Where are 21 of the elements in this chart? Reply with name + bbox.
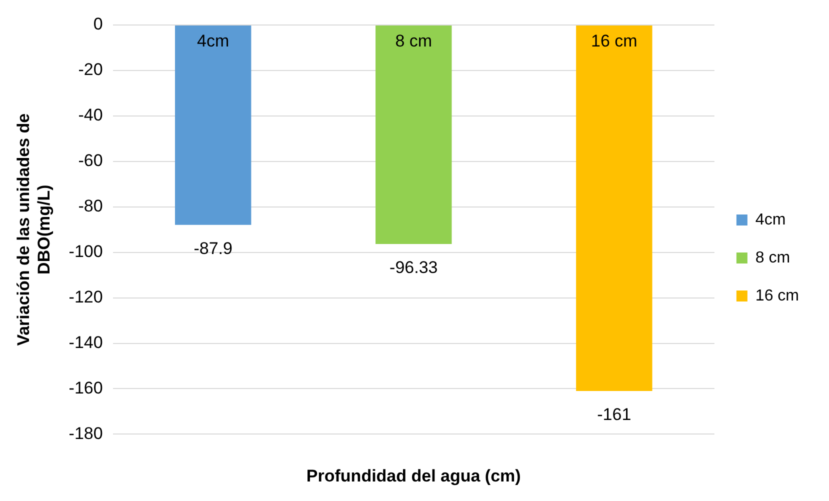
legend-label: 8 cm — [755, 249, 790, 266]
y-tick-label: -140 — [68, 332, 103, 352]
legend-label: 16 cm — [755, 287, 800, 304]
data-label: -96.33 — [390, 258, 438, 278]
y-tick-label: -80 — [78, 196, 103, 216]
y-tick-label: -160 — [68, 378, 103, 398]
text: 8 cm — [395, 32, 432, 51]
y-tick-label: 0 — [93, 14, 103, 34]
y-tick-label: -20 — [78, 60, 103, 80]
data-label: -161 — [597, 405, 632, 424]
y-tick-label: -60 — [78, 151, 103, 170]
text: 16 cm — [591, 32, 638, 51]
y-tick-label: -40 — [78, 106, 103, 125]
legend-label: 4cm — [755, 211, 786, 228]
y-axis-title: Variación de las unidades de DBO(mg/L) — [14, 113, 54, 346]
data-label: -87.9 — [194, 239, 232, 258]
y-tick-label: -180 — [68, 424, 103, 443]
text: 4cm — [197, 32, 230, 51]
y-tick-label: -100 — [68, 242, 103, 262]
y-tick-label: -120 — [68, 287, 103, 306]
x-axis-title: Profundidad del agua (cm) — [306, 466, 521, 486]
